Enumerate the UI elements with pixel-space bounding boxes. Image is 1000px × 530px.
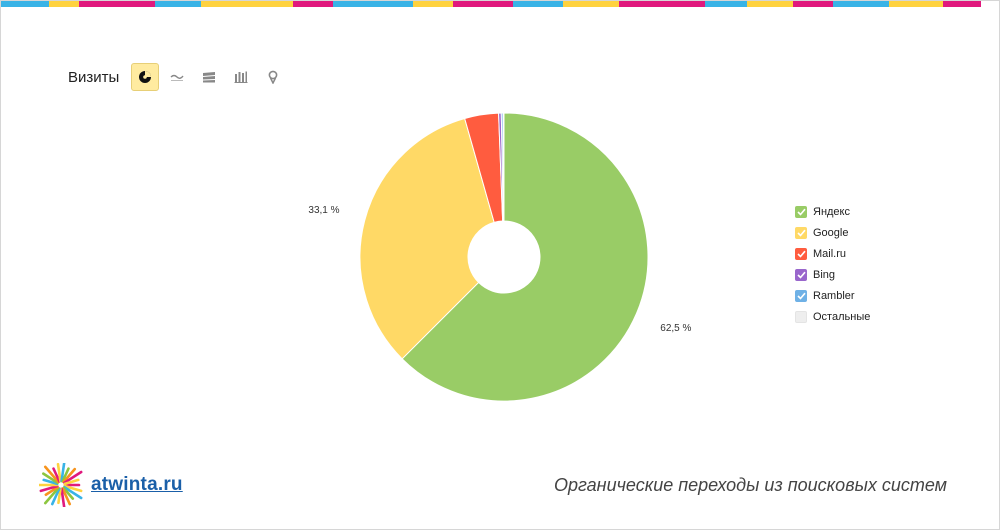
pie-chart-button[interactable] bbox=[131, 63, 160, 91]
slice-value-label: 33,1 % bbox=[308, 205, 339, 216]
logo-ray bbox=[44, 485, 59, 497]
stripe-segment bbox=[793, 1, 833, 7]
logo-ray bbox=[42, 472, 59, 485]
logo-ray bbox=[63, 470, 83, 485]
map-button[interactable] bbox=[259, 63, 287, 91]
logo-ray bbox=[57, 487, 62, 505]
legend-label: Rambler bbox=[813, 289, 855, 302]
check-icon bbox=[796, 250, 806, 258]
logo-ray bbox=[63, 478, 80, 486]
stripe-segment bbox=[333, 1, 413, 7]
stripe-segment bbox=[413, 1, 453, 7]
check-icon bbox=[796, 208, 806, 216]
legend-item[interactable]: Mail.ru bbox=[795, 243, 870, 264]
logo-ray bbox=[56, 463, 62, 483]
legend-checkbox[interactable] bbox=[795, 310, 807, 323]
legend-checkbox[interactable] bbox=[795, 247, 807, 260]
legend-item[interactable]: Bing bbox=[795, 264, 870, 285]
logo-ray bbox=[39, 484, 59, 493]
bar-chart-button[interactable] bbox=[227, 63, 255, 91]
atwinta-logo[interactable]: atwinta.ru bbox=[39, 463, 183, 507]
legend-checkbox[interactable] bbox=[795, 205, 807, 218]
stripe-segment bbox=[563, 1, 619, 7]
pie-slice-5[interactable] bbox=[502, 112, 505, 222]
stripe-segment bbox=[1, 1, 49, 7]
stripe-segment bbox=[49, 1, 79, 7]
stripe-segment bbox=[201, 1, 293, 7]
chart-toolbar: Визиты bbox=[68, 63, 291, 91]
logo-ray bbox=[50, 487, 61, 506]
logo-ray bbox=[60, 463, 66, 483]
legend-item[interactable]: Google bbox=[795, 222, 870, 243]
map-pin-icon bbox=[268, 70, 278, 84]
legend-checkbox[interactable] bbox=[795, 289, 807, 302]
bar-chart-icon bbox=[234, 71, 248, 83]
logo-ray bbox=[63, 485, 83, 500]
logo-ray bbox=[61, 487, 72, 506]
slice-value-label: 62,5 % bbox=[660, 323, 691, 334]
legend-label: Google bbox=[813, 226, 849, 239]
legend-label: Яндекс bbox=[813, 205, 850, 218]
legend-checkbox[interactable] bbox=[795, 268, 807, 281]
stripe-segment bbox=[453, 1, 513, 7]
check-icon bbox=[796, 229, 806, 237]
stripe-segment bbox=[293, 1, 333, 7]
logo-ray bbox=[61, 467, 70, 483]
logo-ray bbox=[60, 487, 66, 507]
stripe-segment bbox=[79, 1, 155, 7]
stripe-segment bbox=[889, 1, 943, 7]
logo-ray bbox=[63, 484, 83, 493]
pie-slice-1[interactable] bbox=[359, 117, 495, 360]
legend-label: Остальные bbox=[813, 310, 871, 323]
area-chart-icon bbox=[203, 72, 216, 83]
check-icon bbox=[796, 271, 806, 279]
legend-checkbox[interactable] bbox=[795, 226, 807, 239]
logo-ray bbox=[62, 467, 77, 484]
stripe-segment bbox=[619, 1, 705, 7]
line-chart-icon bbox=[170, 74, 184, 81]
stripe-segment bbox=[513, 1, 563, 7]
logo-ray bbox=[43, 486, 60, 505]
stripe-segment bbox=[833, 1, 889, 7]
legend-label: Bing bbox=[813, 268, 836, 281]
metric-title: Визиты bbox=[68, 68, 120, 86]
footer-caption: Органические переходы из поисковых систе… bbox=[553, 475, 947, 495]
line-chart-button[interactable] bbox=[163, 63, 191, 91]
area-chart-button[interactable] bbox=[195, 63, 223, 91]
pie-chart-icon bbox=[139, 71, 152, 83]
sunburst-logo-icon bbox=[39, 463, 83, 507]
legend-item[interactable]: Яндекс bbox=[795, 201, 870, 222]
logo-link[interactable]: atwinta.ru bbox=[91, 474, 183, 495]
logo-ray bbox=[42, 478, 59, 486]
chart-legend: Яндекс Google Mail.ru Bing Rambler Остальные bbox=[795, 201, 870, 327]
legend-label: Mail.ru bbox=[813, 247, 847, 260]
logo-ray bbox=[62, 486, 75, 500]
stripe-segment bbox=[943, 1, 981, 7]
top-color-stripe bbox=[1, 1, 999, 7]
logo-ray bbox=[43, 465, 60, 484]
logo-ray bbox=[52, 467, 61, 483]
stripe-segment bbox=[155, 1, 201, 7]
legend-item[interactable]: Rambler bbox=[795, 285, 870, 306]
pie-slice-0[interactable] bbox=[401, 112, 649, 402]
stripe-segment bbox=[747, 1, 793, 7]
stripe-segment bbox=[705, 1, 747, 7]
check-icon bbox=[796, 292, 806, 300]
legend-item[interactable]: Остальные bbox=[795, 306, 870, 327]
